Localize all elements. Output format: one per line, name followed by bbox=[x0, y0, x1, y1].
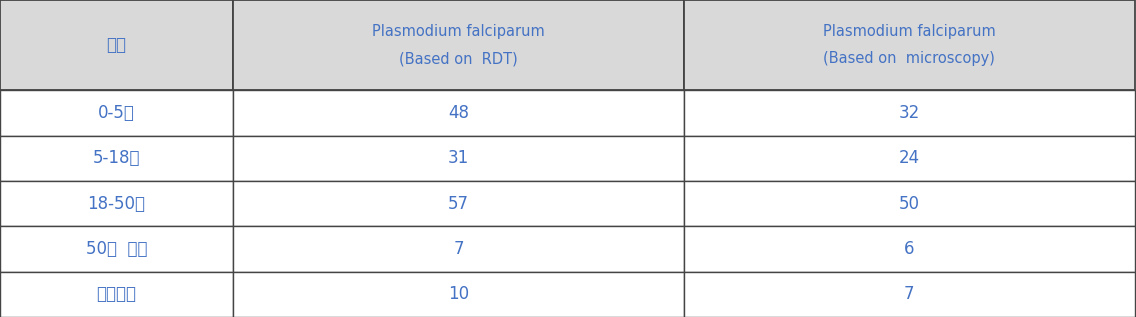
Bar bbox=[233, 272, 684, 317]
Bar bbox=[233, 136, 684, 181]
Text: 50세  이상: 50세 이상 bbox=[85, 240, 148, 258]
Bar bbox=[684, 181, 1135, 226]
Text: (Based on  microscopy): (Based on microscopy) bbox=[824, 51, 995, 66]
Text: 5-18세: 5-18세 bbox=[93, 149, 140, 167]
Text: 10: 10 bbox=[448, 285, 469, 303]
Bar bbox=[0, 0, 233, 90]
Text: 48: 48 bbox=[448, 104, 469, 122]
Text: 32: 32 bbox=[899, 104, 920, 122]
Bar bbox=[684, 90, 1135, 136]
Text: 31: 31 bbox=[448, 149, 469, 167]
Bar bbox=[233, 0, 684, 90]
Text: 연령: 연령 bbox=[107, 36, 126, 54]
Text: 24: 24 bbox=[899, 149, 920, 167]
Text: 50: 50 bbox=[899, 195, 920, 213]
Bar bbox=[233, 90, 684, 136]
Text: Plasmodium falciparum: Plasmodium falciparum bbox=[371, 24, 545, 39]
Bar bbox=[684, 136, 1135, 181]
Text: 7: 7 bbox=[453, 240, 463, 258]
Text: 7: 7 bbox=[904, 285, 914, 303]
Text: 정보없음: 정보없음 bbox=[97, 285, 136, 303]
Bar bbox=[0, 90, 233, 136]
Bar bbox=[0, 226, 233, 272]
Bar bbox=[684, 272, 1135, 317]
Bar bbox=[0, 272, 233, 317]
Bar bbox=[684, 226, 1135, 272]
Text: 6: 6 bbox=[904, 240, 914, 258]
Text: 18-50세: 18-50세 bbox=[87, 195, 145, 213]
Bar bbox=[0, 136, 233, 181]
Bar bbox=[233, 226, 684, 272]
Text: (Based on  RDT): (Based on RDT) bbox=[399, 51, 518, 66]
Bar bbox=[233, 181, 684, 226]
Bar bbox=[0, 181, 233, 226]
Text: 57: 57 bbox=[448, 195, 469, 213]
Bar bbox=[684, 0, 1135, 90]
Text: Plasmodium falciparum: Plasmodium falciparum bbox=[822, 24, 996, 39]
Text: 0-5세: 0-5세 bbox=[98, 104, 135, 122]
